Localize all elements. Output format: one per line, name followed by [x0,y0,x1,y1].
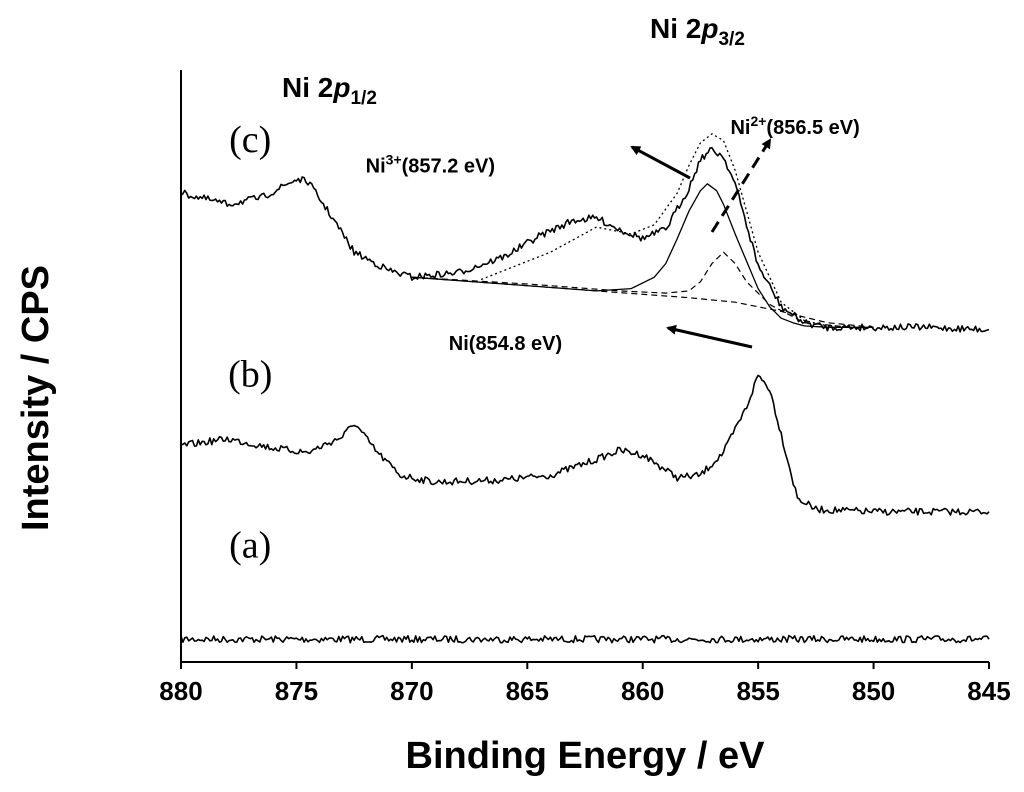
ni-arrow [666,324,753,349]
x-tick-label: 875 [275,676,318,706]
series-line-4 [411,251,851,328]
y-axis-title: Intensity / CPS [15,265,57,531]
series-line-1 [180,374,990,516]
x-ticks: 880 875 870 865 860 855 850 845 [159,662,1011,706]
ni3-arrow [630,145,691,180]
curve-label-1: (b) [228,353,272,395]
ni-2p-3-2-title: Ni 2p3/2 [650,13,745,50]
x-tick-label: 865 [506,676,549,706]
x-tick-label: 880 [159,676,202,706]
x-tick-label: 855 [736,676,779,706]
x-tick-label: 850 [852,676,895,706]
x-tick-label: 870 [390,676,433,706]
curve-labels: (c) (b) (a) [228,119,272,566]
series-line-0 [180,634,990,644]
peak-annotation-0: Ni3+(857.2 eV) [366,151,495,177]
peak-annotation-2: Ni(854.8 eV) [449,333,562,355]
series-line-5 [411,276,874,328]
series-group [180,133,990,644]
x-axis-title: Binding Energy / eV [406,735,766,777]
x-tick-label: 860 [621,676,664,706]
ni-2p-1-2-title: Ni 2p1/2 [282,72,377,109]
peak-annotations: Ni3+(857.2 eV) Ni2+(856.5 eV) Ni(854.8 eV) [366,113,860,355]
peak-annotation-1: Ni2+(856.5 eV) [730,113,859,139]
arrows [630,138,772,349]
curve-label-2: (a) [229,524,271,566]
curve-label-0: (c) [229,119,271,161]
x-tick-label: 845 [967,676,1010,706]
series-line-2 [180,147,990,333]
axes [180,70,989,663]
series-line-3 [411,183,874,328]
